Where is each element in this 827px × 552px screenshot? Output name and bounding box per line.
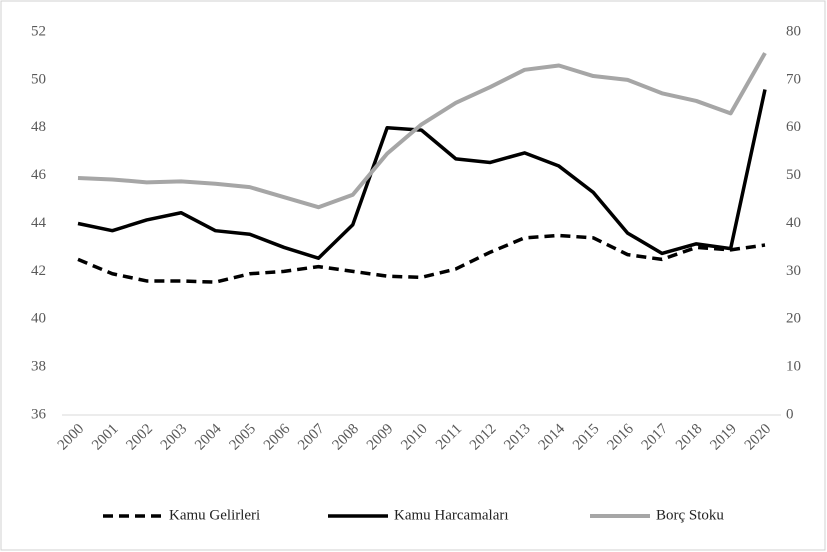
y-tick-label: 52	[31, 23, 46, 39]
y-tick-label: 42	[31, 263, 46, 279]
legend-label: Kamu Gelirleri	[169, 507, 260, 523]
y-tick-label: 50	[31, 71, 46, 87]
y2-tick-label: 60	[786, 119, 801, 135]
y2-tick-label: 0	[786, 406, 794, 422]
legend-label: Borç Stoku	[656, 507, 724, 523]
y2-tick-label: 70	[786, 71, 801, 87]
y-tick-label: 40	[31, 311, 46, 327]
y2-tick-label: 40	[786, 215, 801, 231]
y-tick-label: 44	[31, 215, 47, 231]
legend: Kamu Gelirleri Kamu Harcamaları Borç Stoku	[103, 507, 724, 523]
y-tick-label: 46	[31, 167, 47, 183]
series-line	[77, 89, 767, 260]
y-tick-label: 48	[31, 119, 46, 135]
series-line	[77, 233, 766, 284]
y2-tick-label: 20	[786, 311, 801, 327]
y2-tick-label: 80	[786, 23, 801, 39]
y-tick-label: 36	[31, 406, 47, 422]
y2-tick-label: 50	[786, 167, 801, 183]
legend-label: Kamu Harcamaları	[394, 507, 509, 523]
series-line	[77, 52, 767, 210]
y2-tick-label: 10	[786, 359, 801, 375]
y2-tick-label: 30	[786, 263, 801, 279]
y-tick-label: 38	[31, 359, 46, 375]
